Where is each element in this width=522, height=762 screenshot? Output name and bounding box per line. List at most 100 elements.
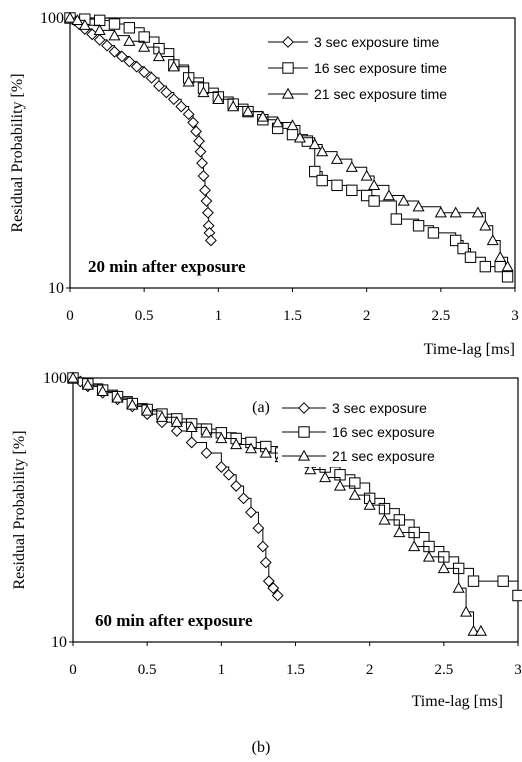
y-tick-label: 10 [48, 280, 64, 297]
legend-marker-square [298, 426, 310, 438]
series-line-diamond [73, 377, 279, 596]
data-point-diamond [196, 157, 208, 170]
data-point-diamond [271, 589, 284, 602]
data-point-diamond [200, 447, 213, 459]
x-tick-label: 0 [69, 662, 77, 678]
legend-label: 3 sec exposure [332, 400, 427, 416]
data-point-triangle [494, 251, 507, 262]
panel-label: (b) [252, 739, 271, 756]
data-point-triangle [111, 391, 124, 403]
data-point-diamond [187, 116, 200, 129]
data-point-diamond [200, 195, 213, 207]
x-tick-label: 2.5 [431, 308, 450, 324]
data-point-square [467, 575, 480, 587]
panel-b: 10 100 0 0.5 1 1.5 2 2.5 3 Time-lag [ms] Residual … [11, 370, 522, 756]
data-point-triangle [422, 550, 436, 562]
legend-label: 16 sec exposure [332, 424, 435, 440]
data-point-diamond [267, 582, 280, 595]
x-tick-label: 0.5 [135, 308, 154, 324]
data-point-diamond [175, 100, 188, 113]
y-tick-label: 10 [51, 634, 67, 651]
data-point-triangle [182, 75, 195, 87]
data-point-triangle [167, 60, 180, 72]
data-point-square [309, 165, 321, 178]
data-point-diamond [222, 468, 235, 481]
data-point-diamond [167, 93, 180, 106]
legend-bg [278, 421, 498, 443]
data-point-triangle [227, 100, 240, 112]
x-tick-label: 0.5 [138, 662, 157, 678]
data-point-triangle [360, 169, 373, 181]
data-point-diamond [130, 60, 143, 73]
data-point-square [390, 213, 403, 225]
data-point-triangle [449, 206, 462, 218]
data-point-triangle [452, 581, 465, 593]
data-point-diamond [256, 540, 269, 553]
x-tick-label: 2 [363, 308, 371, 324]
data-point-triangle [412, 200, 425, 212]
data-point-diamond [93, 33, 106, 46]
y-axis-label: Residual Probability [%] [9, 73, 26, 232]
x-tick-label: 3 [514, 662, 522, 678]
data-point-square [331, 179, 343, 192]
data-point-square [501, 271, 514, 283]
data-point-triangle [66, 371, 80, 383]
data-point-square [449, 234, 462, 247]
data-point-triangle [319, 471, 332, 483]
panel-a: 10 100 0 0.5 1 1.5 2 2.5 3 Time-lag [ms] Residual … [9, 10, 519, 416]
series-line-triangle [70, 17, 509, 267]
data-point-square [123, 22, 136, 34]
x-tick-label: 3 [511, 308, 519, 324]
data-point-triangle [256, 110, 269, 122]
data-point-triangle [437, 562, 450, 574]
legend-label: 3 sec exposure time [314, 34, 439, 50]
data-point-triangle [138, 40, 151, 52]
data-point-diamond [153, 80, 165, 92]
data-point-square [457, 242, 469, 255]
data-point-diamond [194, 145, 207, 158]
data-point-triangle [271, 116, 284, 128]
data-point-triangle [123, 35, 136, 46]
data-point-square [368, 195, 380, 207]
legend-label: 16 sec exposure time [314, 60, 447, 76]
data-point-triangle [397, 194, 410, 206]
data-point-triangle [212, 93, 225, 104]
data-point-triangle [96, 385, 109, 397]
data-point-triangle [479, 219, 492, 231]
data-point-diamond [205, 234, 217, 247]
legend-bg [278, 445, 498, 467]
x-tick-label: 2 [366, 662, 374, 678]
data-point-triangle [308, 138, 321, 150]
data-point-square [138, 31, 150, 43]
data-point-diamond [193, 135, 205, 148]
data-point-diamond [145, 71, 158, 84]
data-point-diamond [202, 206, 214, 219]
data-point-triangle [378, 513, 391, 525]
data-point-triangle [304, 463, 317, 475]
series-line-square [70, 17, 509, 277]
data-point-triangle [460, 605, 473, 617]
legend-marker-diamond [282, 36, 294, 48]
legend-bg [264, 57, 484, 79]
data-point-triangle [434, 206, 447, 218]
data-point-triangle [368, 179, 381, 191]
data-point-diamond [199, 184, 211, 197]
data-point-diamond [108, 45, 121, 58]
data-point-triangle [474, 624, 487, 636]
data-point-diamond [215, 461, 228, 473]
data-point-triangle [348, 488, 361, 500]
data-point-diamond [170, 425, 183, 437]
data-point-diamond [252, 522, 265, 535]
data-point-square [93, 14, 106, 27]
data-point-diamond [185, 436, 198, 449]
data-point-diamond [101, 39, 113, 52]
data-point-triangle [363, 498, 376, 510]
legend-label: 21 sec exposure [332, 448, 435, 464]
data-point-triangle [316, 145, 329, 157]
data-point-triangle [71, 14, 84, 26]
panel-annotation: 20 min after exposure [88, 257, 246, 276]
data-point-square [427, 227, 440, 239]
data-point-triangle [467, 624, 480, 636]
x-axis-label: Time-lag [ms] [412, 693, 503, 710]
data-point-triangle [486, 234, 499, 246]
